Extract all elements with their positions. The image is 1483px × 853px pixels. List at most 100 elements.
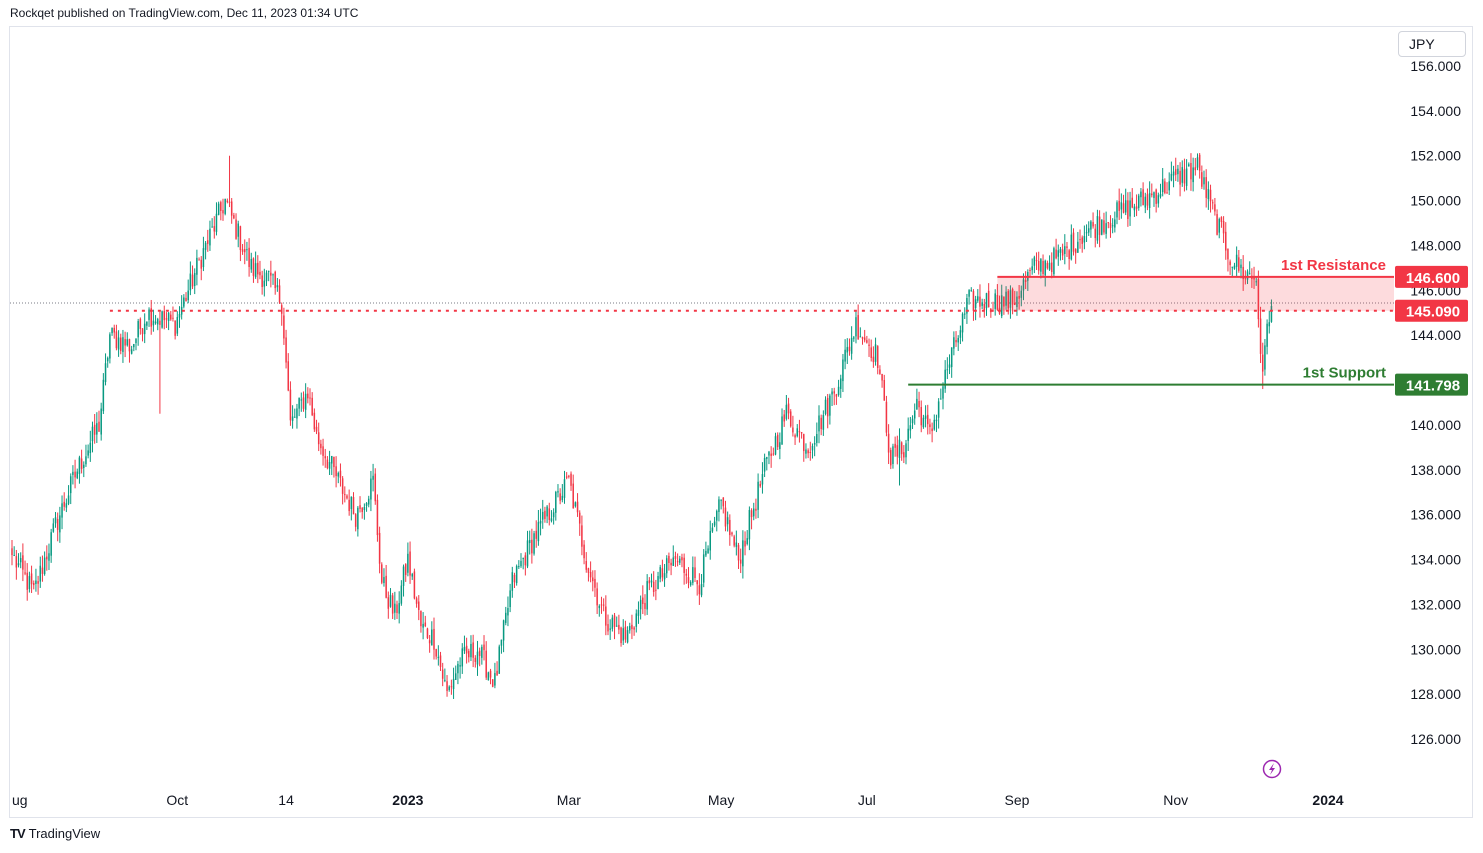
candle bbox=[779, 432, 781, 460]
candle bbox=[979, 284, 981, 318]
candle bbox=[104, 353, 107, 386]
candle bbox=[409, 541, 411, 584]
candle bbox=[1261, 342, 1264, 390]
candle bbox=[1024, 271, 1027, 290]
candle bbox=[1222, 216, 1225, 243]
candle-body bbox=[1166, 192, 1168, 194]
candle-body bbox=[761, 474, 764, 485]
candle bbox=[720, 499, 722, 510]
candle-body bbox=[959, 330, 962, 338]
candle-body bbox=[561, 495, 564, 501]
candle bbox=[787, 397, 790, 420]
candle bbox=[59, 506, 61, 543]
flash-icon[interactable] bbox=[1262, 759, 1282, 779]
candle-body bbox=[770, 453, 772, 456]
candle bbox=[520, 553, 522, 568]
candle-body bbox=[1096, 216, 1099, 241]
candle bbox=[80, 449, 83, 474]
candle bbox=[970, 287, 973, 292]
candle bbox=[622, 619, 624, 645]
currency-label[interactable]: JPY bbox=[1398, 31, 1466, 57]
candle bbox=[183, 294, 185, 309]
candle bbox=[478, 647, 481, 667]
candle bbox=[335, 456, 337, 488]
candle bbox=[896, 435, 899, 465]
candle bbox=[1170, 161, 1173, 182]
candle-body bbox=[592, 577, 594, 582]
candle bbox=[1231, 266, 1234, 277]
candle-body bbox=[61, 503, 63, 518]
candle-body bbox=[866, 340, 868, 343]
candle-body bbox=[341, 478, 344, 494]
candle bbox=[772, 447, 775, 456]
candle-body bbox=[833, 391, 835, 394]
candle bbox=[774, 432, 777, 456]
candle bbox=[130, 345, 133, 355]
candle bbox=[298, 397, 300, 417]
candle bbox=[470, 635, 472, 662]
candle-body bbox=[920, 407, 922, 426]
candle-body bbox=[624, 626, 627, 640]
candle-body bbox=[313, 412, 316, 430]
candle-body bbox=[150, 308, 152, 327]
candle-body bbox=[1129, 200, 1131, 217]
candle bbox=[953, 331, 955, 356]
candle bbox=[280, 302, 283, 326]
candle bbox=[592, 570, 594, 592]
candle-body bbox=[1266, 323, 1268, 347]
candle bbox=[67, 485, 70, 506]
candle-body bbox=[792, 427, 794, 433]
candle-body bbox=[1248, 273, 1251, 275]
candle-body bbox=[946, 369, 949, 371]
candle bbox=[892, 443, 894, 469]
candle bbox=[1266, 319, 1268, 355]
y-tick-label: 128.000 bbox=[1410, 686, 1461, 702]
candle bbox=[718, 496, 720, 522]
candle bbox=[359, 496, 361, 513]
candle bbox=[187, 279, 189, 304]
candle bbox=[428, 635, 431, 653]
candle bbox=[570, 471, 572, 491]
candle bbox=[598, 604, 601, 617]
candle bbox=[391, 592, 394, 620]
footer-brand[interactable]: TV TradingView bbox=[10, 826, 100, 841]
candle bbox=[800, 432, 803, 439]
candle bbox=[796, 424, 799, 438]
candle-body bbox=[909, 425, 912, 431]
candle bbox=[824, 396, 827, 416]
candle bbox=[657, 571, 659, 590]
candle bbox=[254, 251, 257, 279]
candle bbox=[561, 484, 564, 503]
candle-body bbox=[813, 443, 816, 445]
candle-body bbox=[1264, 345, 1266, 370]
candle-body bbox=[1148, 193, 1151, 208]
candle bbox=[1116, 200, 1118, 225]
candle bbox=[381, 562, 383, 585]
candle-body bbox=[30, 573, 33, 585]
candle-body bbox=[407, 553, 409, 573]
candle bbox=[39, 556, 42, 588]
candle bbox=[1059, 246, 1062, 261]
candle-body bbox=[600, 604, 603, 606]
candle bbox=[659, 564, 661, 583]
y-tick-label: 134.000 bbox=[1410, 552, 1461, 568]
candle bbox=[637, 601, 640, 624]
candle bbox=[700, 573, 703, 598]
candle bbox=[1005, 286, 1007, 310]
candle bbox=[152, 309, 155, 332]
candle-body bbox=[265, 272, 268, 282]
candle-body bbox=[233, 215, 235, 219]
candle bbox=[905, 439, 907, 465]
candle bbox=[1087, 221, 1090, 237]
candle-body bbox=[59, 515, 61, 533]
candle-body bbox=[1238, 257, 1240, 271]
candle-body bbox=[898, 439, 901, 458]
candle-body bbox=[855, 317, 857, 337]
candle bbox=[61, 495, 63, 530]
candle bbox=[398, 591, 400, 624]
candle-body bbox=[457, 663, 459, 674]
candle-body bbox=[907, 428, 909, 441]
candle bbox=[539, 508, 542, 536]
candle bbox=[69, 473, 72, 505]
